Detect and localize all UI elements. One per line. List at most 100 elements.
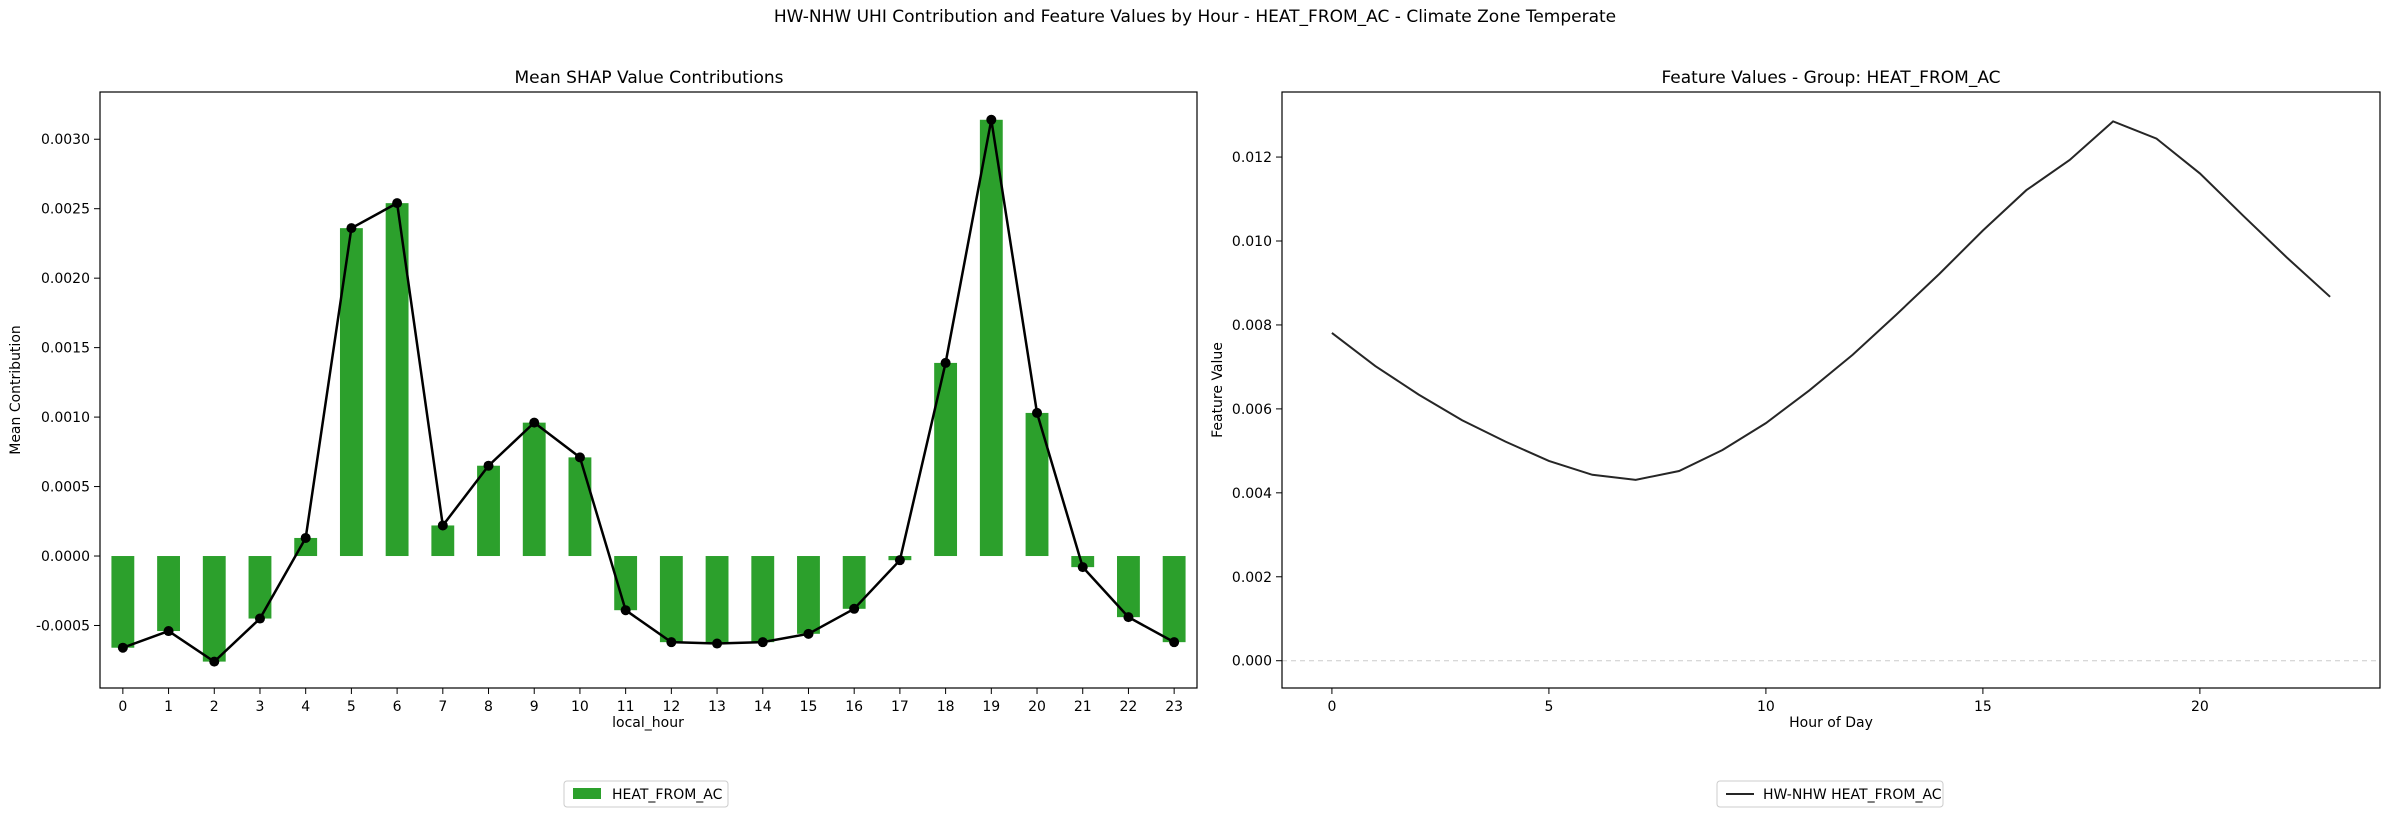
overlay-marker-hour-5 bbox=[346, 223, 357, 234]
x-tick-label: 16 bbox=[845, 699, 863, 715]
figure-title: HW-NHW UHI Contribution and Feature Valu… bbox=[774, 7, 1616, 27]
x-tick-label: 20 bbox=[2191, 699, 2209, 715]
overlay-marker-hour-4 bbox=[300, 532, 311, 543]
overlay-marker-hour-8 bbox=[483, 460, 494, 471]
x-tick-label: 5 bbox=[1544, 699, 1553, 715]
y-tick-label: 0.010 bbox=[1232, 234, 1272, 250]
x-tick-label: 15 bbox=[800, 699, 818, 715]
bar-hour-10 bbox=[568, 457, 592, 557]
y-tick-label: 0.012 bbox=[1232, 150, 1272, 166]
feature-value-chart: Feature Values - Group: HEAT_FROM_AC 0 5 1… bbox=[1210, 68, 2381, 808]
overlay-marker-hour-2 bbox=[209, 656, 220, 667]
x-tick-label: 12 bbox=[662, 699, 680, 715]
bar-hour-8 bbox=[477, 465, 500, 557]
x-tick-label: 14 bbox=[754, 699, 772, 715]
y-tick-label: 0.0005 bbox=[41, 480, 90, 496]
x-tick-label: 2 bbox=[210, 699, 219, 715]
overlay-marker-hour-3 bbox=[254, 613, 265, 624]
overlay-marker-hour-11 bbox=[620, 605, 631, 616]
overlay-marker-hour-9 bbox=[529, 417, 540, 428]
bar-hour-7 bbox=[431, 525, 455, 557]
left-legend-swatch bbox=[573, 788, 601, 799]
left-y-axis-label: Mean Contribution bbox=[8, 325, 24, 455]
x-tick-label: 18 bbox=[937, 699, 955, 715]
x-tick-label: 0 bbox=[118, 699, 127, 715]
x-tick-label: 1 bbox=[164, 699, 173, 715]
right-legend-box bbox=[1716, 780, 1944, 808]
overlay-marker-hour-12 bbox=[666, 637, 677, 648]
x-tick-label: 21 bbox=[1074, 699, 1092, 715]
x-tick-label: 4 bbox=[301, 699, 310, 715]
overlay-marker-hour-23 bbox=[1169, 637, 1180, 648]
right-chart-title: Feature Values - Group: HEAT_FROM_AC bbox=[1661, 68, 2000, 88]
right-legend-label: HW-NHW HEAT_FROM_AC bbox=[1763, 787, 1942, 803]
x-tick-label: 19 bbox=[982, 699, 1000, 715]
bar-hour-3 bbox=[248, 556, 272, 619]
right-x-axis-label: Hour of Day bbox=[1789, 715, 1873, 731]
y-tick-label: 0.002 bbox=[1232, 570, 1272, 586]
overlay-marker-hour-18 bbox=[940, 357, 951, 368]
overlay-marker-hour-21 bbox=[1077, 562, 1088, 573]
bar-hour-15 bbox=[797, 556, 820, 634]
right-y-axis-label: Feature Value bbox=[1210, 342, 1226, 438]
bar-hour-14 bbox=[751, 556, 775, 643]
bar-hour-12 bbox=[659, 556, 683, 643]
x-tick-label: 10 bbox=[1757, 699, 1775, 715]
overlay-marker-hour-13 bbox=[712, 638, 723, 649]
y-tick-label: 0.0015 bbox=[41, 341, 90, 357]
x-tick-label: 8 bbox=[484, 699, 493, 715]
x-tick-label: 13 bbox=[708, 699, 726, 715]
x-tick-label: 20 bbox=[1028, 699, 1046, 715]
y-tick-label: 0.0025 bbox=[41, 202, 90, 218]
left-chart-title: Mean SHAP Value Contributions bbox=[514, 68, 783, 88]
right-axes-frame bbox=[1281, 91, 2381, 689]
overlay-marker-hour-14 bbox=[757, 637, 768, 648]
left-axes-frame bbox=[99, 91, 1198, 689]
overlay-marker-hour-0 bbox=[117, 642, 128, 653]
overlay-marker-hour-17 bbox=[894, 555, 905, 566]
left-x-axis-label: local_hour bbox=[612, 715, 684, 731]
x-tick-label: 22 bbox=[1120, 699, 1138, 715]
feature-value-line bbox=[1331, 120, 2331, 481]
bar-hour-13 bbox=[705, 556, 729, 644]
x-tick-label: 15 bbox=[1974, 699, 1992, 715]
bar-hour-22 bbox=[1117, 556, 1140, 618]
x-tick-label: 17 bbox=[891, 699, 909, 715]
x-tick-label: 0 bbox=[1327, 699, 1336, 715]
bar-hour-5 bbox=[339, 228, 363, 557]
y-tick-label: 0.004 bbox=[1232, 486, 1272, 502]
overlay-line bbox=[122, 119, 1175, 664]
overlay-marker-hour-7 bbox=[437, 520, 448, 531]
overlay-marker-hour-15 bbox=[803, 628, 814, 639]
x-tick-label: 5 bbox=[347, 699, 356, 715]
y-tick-label: 0.0020 bbox=[41, 271, 90, 287]
bar-hour-19 bbox=[979, 119, 1003, 557]
bar-hour-9 bbox=[522, 422, 546, 557]
x-tick-label: 3 bbox=[256, 699, 265, 715]
bar-hour-20 bbox=[1025, 412, 1049, 557]
bar-hour-1 bbox=[157, 556, 180, 632]
overlay-marker-hour-10 bbox=[574, 452, 585, 463]
x-tick-label: 6 bbox=[393, 699, 402, 715]
y-tick-label: 0.0030 bbox=[41, 132, 90, 148]
overlay-marker-hour-19 bbox=[986, 114, 997, 125]
bar-hour-0 bbox=[111, 556, 135, 648]
bar-hour-16 bbox=[842, 556, 866, 609]
y-tick-label: 0.006 bbox=[1232, 402, 1272, 418]
y-tick-label: 0.000 bbox=[1232, 654, 1272, 670]
x-tick-label: 23 bbox=[1165, 699, 1183, 715]
bar-hour-23 bbox=[1162, 556, 1186, 643]
bar-hour-6 bbox=[385, 203, 409, 557]
overlay-marker-hour-22 bbox=[1123, 612, 1134, 623]
overlay-marker-hour-20 bbox=[1032, 407, 1043, 418]
overlay-marker-hour-16 bbox=[849, 603, 860, 614]
bar-hour-4 bbox=[294, 537, 318, 557]
left-legend: HEAT_FROM_AC bbox=[563, 780, 729, 808]
y-tick-label: 0.0010 bbox=[41, 410, 90, 426]
overlay-marker-hour-6 bbox=[392, 198, 403, 209]
overlay-marker-hour-1 bbox=[163, 626, 174, 637]
bar-hour-18 bbox=[934, 362, 958, 557]
x-tick-label: 7 bbox=[438, 699, 447, 715]
